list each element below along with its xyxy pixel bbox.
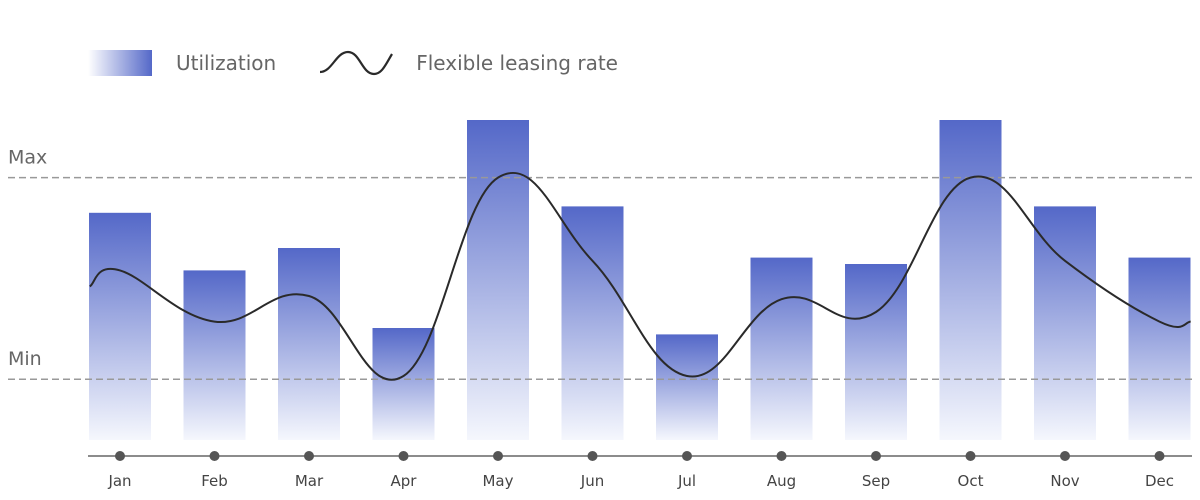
tick-label: Mar bbox=[295, 472, 324, 490]
legend-label-leasing-rate: Flexible leasing rate bbox=[416, 51, 618, 75]
tick-label: Nov bbox=[1050, 472, 1079, 490]
tick-dot bbox=[304, 451, 314, 461]
tick-label: Sep bbox=[862, 472, 890, 490]
tick-dot bbox=[398, 451, 409, 461]
utilization-legend-swatch bbox=[88, 50, 152, 76]
bar-jun bbox=[561, 206, 624, 440]
tick-label: Jan bbox=[107, 472, 131, 490]
tick-dot bbox=[1060, 451, 1070, 461]
line-legend-icon bbox=[320, 50, 394, 76]
tick-dot bbox=[682, 451, 692, 461]
tick-dot bbox=[1154, 451, 1165, 461]
legend: Utilization Flexible leasing rate bbox=[88, 48, 618, 78]
bar-feb bbox=[183, 270, 246, 440]
tick-dot bbox=[587, 451, 598, 461]
tick-label: Apr bbox=[391, 472, 418, 490]
bar-mar bbox=[278, 248, 340, 440]
tick-dot bbox=[776, 451, 787, 461]
legend-label-utilization: Utilization bbox=[176, 51, 277, 75]
tick-label: May bbox=[482, 472, 513, 490]
ref-label-max: Max bbox=[8, 147, 47, 169]
tick-dot bbox=[965, 451, 976, 461]
bar-sep bbox=[845, 264, 907, 440]
tick-label: Aug bbox=[767, 472, 796, 490]
tick-label: Feb bbox=[201, 472, 228, 490]
ref-label-min: Min bbox=[8, 348, 42, 370]
bar-aug bbox=[750, 257, 813, 440]
tick-label: Oct bbox=[958, 472, 984, 490]
tick-dot bbox=[871, 451, 881, 461]
tick-label: Jun bbox=[580, 472, 604, 490]
bar-jan bbox=[89, 212, 151, 440]
tick-dot bbox=[115, 451, 125, 461]
bar-jul bbox=[656, 334, 718, 440]
tick-dot bbox=[209, 451, 220, 461]
leasing-rate-line bbox=[89, 171, 1191, 381]
bar-oct bbox=[939, 120, 1002, 440]
tick-label: Jul bbox=[677, 472, 696, 490]
tick-dot bbox=[493, 451, 503, 461]
bar-nov bbox=[1034, 206, 1096, 440]
bar-dec bbox=[1128, 257, 1191, 440]
bar-may bbox=[467, 120, 529, 440]
tick-label: Dec bbox=[1145, 472, 1174, 490]
